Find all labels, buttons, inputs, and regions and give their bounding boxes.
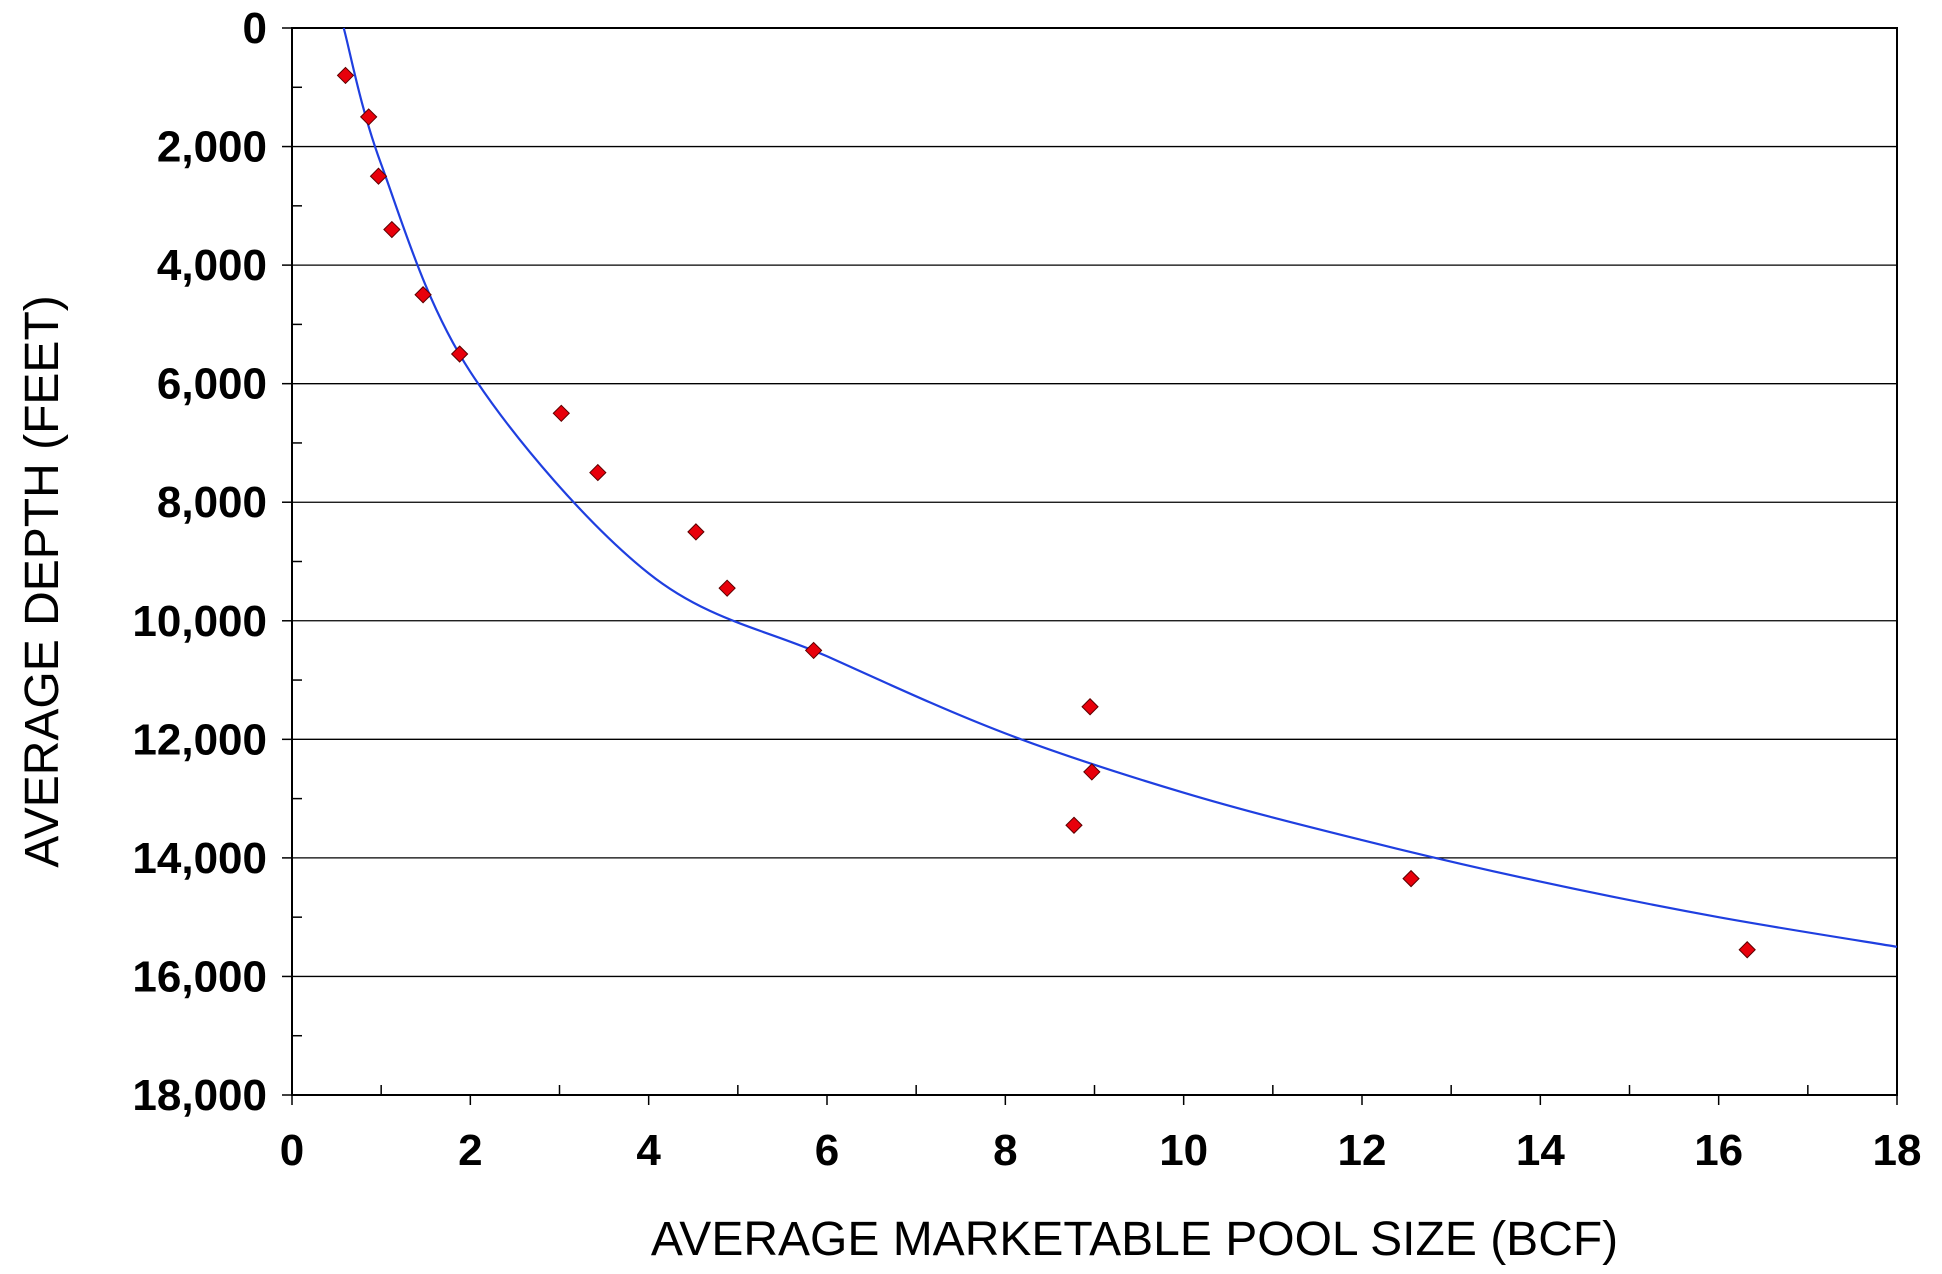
x-tick-label: 4 <box>636 1126 661 1175</box>
x-tick-label: 10 <box>1159 1126 1208 1175</box>
x-tick-label: 14 <box>1516 1126 1565 1175</box>
x-tick-label: 12 <box>1338 1126 1387 1175</box>
gridlines <box>292 145 1897 978</box>
y-tick-label: 6,000 <box>157 360 267 409</box>
data-point <box>359 108 378 126</box>
x-tick-labels: 0 2 4 6 8 10 12 14 16 18 <box>280 1126 1922 1175</box>
y-tick-label: 12,000 <box>132 715 267 764</box>
data-point <box>383 220 401 239</box>
data-point <box>1402 869 1420 888</box>
data-point <box>369 167 388 185</box>
x-tick-label: 2 <box>458 1126 482 1175</box>
x-tick-label: 0 <box>280 1126 304 1175</box>
x-axis-title: AVERAGE MARKETABLE POOL SIZE (BCF) <box>651 1213 1618 1266</box>
x-tick-label: 6 <box>815 1126 839 1175</box>
data-point <box>1065 816 1083 834</box>
y-tick-label: 8,000 <box>157 478 267 527</box>
y-tick-label: 16,000 <box>132 952 267 1001</box>
y-tick-label: 0 <box>243 4 267 53</box>
data-point <box>1083 763 1101 781</box>
y-tick-label: 4,000 <box>157 241 267 290</box>
x-tick-label: 16 <box>1694 1126 1743 1175</box>
y-tick-labels: 0 2,000 4,000 6,000 8,000 10,000 12,000 14,000 1… <box>132 4 267 1120</box>
trend-curve <box>342 27 1898 948</box>
data-point <box>687 523 705 541</box>
x-tick-label: 18 <box>1873 1126 1922 1175</box>
data-point <box>450 345 469 363</box>
y-tick-label: 10,000 <box>132 597 267 646</box>
minor-ticks <box>282 27 1898 1105</box>
plot-frame <box>291 27 1898 1096</box>
data-point <box>552 404 570 423</box>
data-point <box>804 641 823 660</box>
trend-curve-line <box>342 27 1898 948</box>
y-tick-label: 2,000 <box>157 123 267 172</box>
data-points <box>336 66 1756 959</box>
y-tick-label: 18,000 <box>132 1071 267 1120</box>
data-point <box>336 66 355 85</box>
x-tick-label: 8 <box>993 1126 1017 1175</box>
data-point <box>414 286 432 304</box>
data-point <box>1081 698 1099 716</box>
data-point <box>1738 941 1756 959</box>
y-tick-label: 14,000 <box>132 834 267 883</box>
data-point <box>589 463 607 482</box>
data-point <box>718 579 736 597</box>
y-axis-title: AVERAGE DEPTH (FEET) <box>16 295 69 868</box>
